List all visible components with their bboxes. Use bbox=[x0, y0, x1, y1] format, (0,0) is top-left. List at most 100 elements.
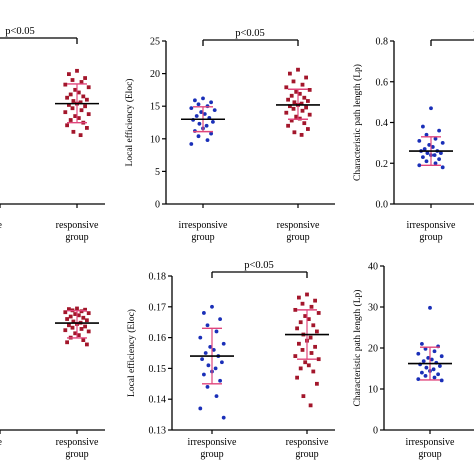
data-point bbox=[304, 75, 308, 80]
data-point bbox=[203, 351, 208, 355]
data-point bbox=[440, 140, 445, 145]
data-point bbox=[85, 318, 89, 323]
category-label: group bbox=[286, 232, 309, 243]
data-point bbox=[304, 105, 308, 110]
category-label: e bbox=[0, 220, 3, 231]
data-point bbox=[196, 134, 201, 139]
category-label: irresponsive bbox=[406, 437, 455, 448]
data-point bbox=[220, 360, 224, 365]
data-point bbox=[83, 104, 87, 109]
data-point bbox=[295, 375, 299, 380]
category-label: group bbox=[418, 449, 441, 460]
data-point bbox=[81, 315, 86, 320]
data-point bbox=[202, 372, 206, 377]
data-point bbox=[426, 355, 431, 360]
data-point bbox=[81, 338, 86, 342]
data-point bbox=[206, 363, 211, 368]
data-point bbox=[428, 305, 432, 310]
y-tick-label: 40 bbox=[368, 262, 378, 273]
data-point bbox=[85, 126, 89, 130]
category-label: group bbox=[295, 449, 318, 460]
data-point bbox=[291, 106, 296, 111]
data-point bbox=[289, 93, 294, 98]
data-point bbox=[313, 344, 317, 349]
data-point bbox=[421, 155, 425, 160]
data-point bbox=[420, 342, 424, 346]
data-point bbox=[306, 99, 310, 103]
data-point bbox=[205, 138, 210, 143]
data-point bbox=[70, 106, 75, 111]
y-tick-label: 0.13 bbox=[149, 426, 167, 437]
y-tick-label: 0 bbox=[155, 200, 160, 211]
data-point bbox=[309, 351, 314, 355]
data-point bbox=[295, 326, 299, 331]
data-point bbox=[292, 100, 297, 105]
category-label: responsive bbox=[56, 220, 99, 231]
category-label: group bbox=[419, 232, 442, 243]
data-point bbox=[86, 311, 91, 316]
series-irresponsive bbox=[409, 106, 453, 170]
data-point bbox=[300, 108, 305, 113]
data-point bbox=[214, 394, 219, 399]
category-label: irresponsive bbox=[407, 220, 456, 231]
y-tick-label: 10 bbox=[368, 385, 378, 396]
data-point bbox=[303, 314, 308, 318]
data-point bbox=[76, 333, 81, 338]
data-point bbox=[298, 320, 303, 325]
data-point bbox=[218, 378, 223, 383]
data-point bbox=[308, 335, 313, 340]
data-point bbox=[189, 142, 194, 146]
data-point bbox=[68, 92, 73, 97]
data-point bbox=[306, 317, 311, 322]
data-point bbox=[196, 102, 201, 107]
data-point bbox=[305, 292, 309, 297]
data-point bbox=[316, 357, 321, 362]
data-point bbox=[302, 95, 307, 100]
data-point bbox=[209, 100, 214, 105]
data-point bbox=[209, 131, 214, 136]
y-tick-label: 25 bbox=[150, 37, 160, 48]
data-point bbox=[286, 123, 290, 128]
data-point bbox=[70, 325, 75, 330]
data-point bbox=[311, 323, 316, 328]
y-tick-label: 0.2 bbox=[376, 159, 389, 170]
data-point bbox=[294, 89, 299, 94]
data-point bbox=[211, 119, 215, 124]
y-axis-label: Local efficiency (Eloc) bbox=[126, 309, 137, 397]
data-point bbox=[424, 365, 429, 370]
data-point bbox=[71, 319, 76, 324]
data-point bbox=[65, 317, 69, 321]
data-point bbox=[417, 163, 422, 168]
data-point bbox=[420, 370, 424, 375]
data-point bbox=[71, 129, 76, 134]
y-tick-label: 0.16 bbox=[149, 333, 167, 344]
series-irresponsive bbox=[181, 96, 225, 146]
significance-label: p<0.05 bbox=[244, 260, 274, 271]
data-point bbox=[71, 99, 76, 103]
y-tick-label: 0.17 bbox=[149, 302, 167, 313]
data-point bbox=[299, 132, 304, 137]
data-point bbox=[67, 323, 71, 328]
data-point bbox=[307, 112, 312, 117]
data-point bbox=[79, 108, 84, 113]
data-point bbox=[200, 357, 205, 362]
data-point bbox=[427, 143, 432, 147]
panel-top-middle: 0 5 10 15 20 25 Local efficiency (Eloc) irrespo… bbox=[124, 28, 335, 243]
series-irresponsive bbox=[190, 304, 234, 420]
category-label: group bbox=[65, 232, 88, 243]
y-tick-label: 0.4 bbox=[376, 118, 389, 129]
data-point bbox=[288, 104, 292, 109]
series-responsive bbox=[55, 306, 99, 347]
data-point bbox=[197, 121, 202, 126]
series-responsive bbox=[276, 67, 320, 137]
data-point bbox=[284, 110, 289, 115]
data-point bbox=[212, 108, 217, 113]
panel-top-right: 0.0 0.2 0.4 0.6 0.8 Characteristic path lengt… bbox=[352, 28, 474, 243]
data-point bbox=[437, 157, 441, 162]
category-label: group bbox=[65, 449, 88, 460]
data-point bbox=[86, 85, 91, 90]
data-point bbox=[306, 127, 310, 131]
y-tick-label: 0.0 bbox=[376, 200, 389, 211]
data-point bbox=[417, 138, 422, 143]
data-point bbox=[423, 373, 428, 378]
